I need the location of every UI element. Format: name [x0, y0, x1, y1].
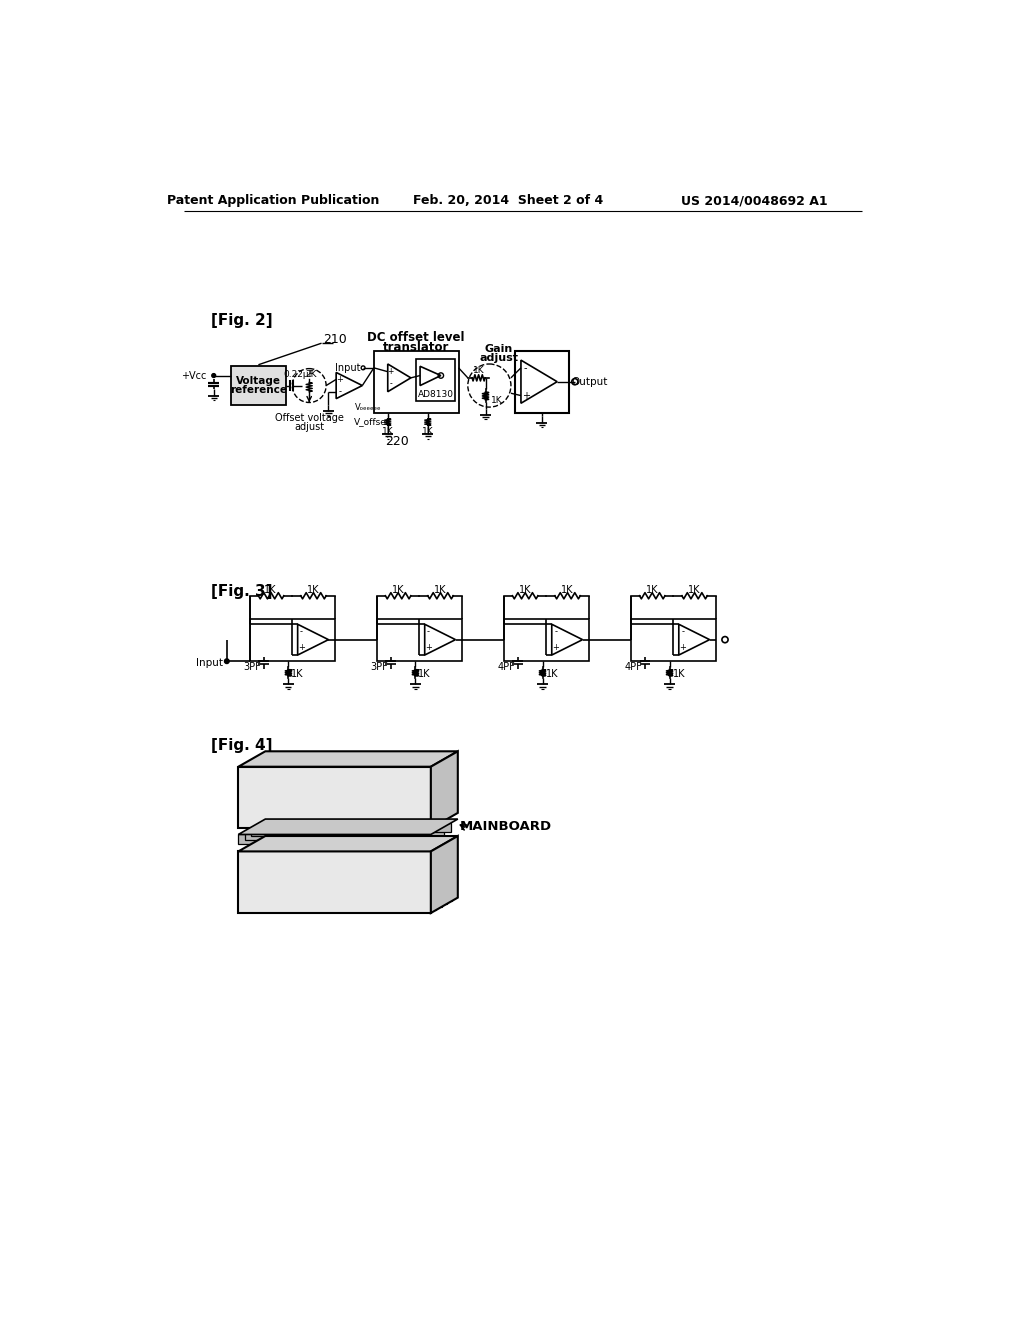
Text: 1K: 1K	[434, 585, 446, 594]
Polygon shape	[249, 845, 441, 907]
Text: Voltage: Voltage	[236, 376, 281, 385]
Bar	[504, 619, 589, 661]
Text: -: -	[389, 380, 392, 388]
Text: Gain: Gain	[484, 343, 513, 354]
Text: 1K: 1K	[645, 585, 658, 594]
Text: +: +	[298, 643, 305, 652]
Text: V_offset: V_offset	[354, 417, 390, 426]
Polygon shape	[239, 767, 431, 829]
Text: 4PF: 4PF	[498, 663, 515, 672]
Text: 3PF: 3PF	[244, 663, 261, 672]
Polygon shape	[239, 818, 458, 834]
Text: DEVICE 5: DEVICE 5	[263, 869, 406, 896]
Text: 1K: 1K	[561, 585, 573, 594]
Bar	[515, 351, 568, 413]
Polygon shape	[244, 849, 436, 909]
Polygon shape	[239, 751, 458, 767]
Text: adjust: adjust	[294, 422, 325, 432]
Text: Input: Input	[335, 363, 360, 372]
Text: +: +	[521, 391, 529, 400]
Text: [Fig. 4]: [Fig. 4]	[212, 738, 273, 754]
Polygon shape	[245, 830, 437, 840]
Bar	[416, 359, 455, 401]
Text: -: -	[427, 627, 430, 636]
Polygon shape	[244, 763, 436, 825]
Polygon shape	[258, 822, 451, 832]
Polygon shape	[255, 842, 447, 904]
Text: -: -	[681, 627, 684, 636]
Text: 1K: 1K	[391, 585, 404, 594]
Text: 2K: 2K	[305, 371, 316, 379]
Polygon shape	[431, 751, 458, 829]
Text: 1K: 1K	[382, 428, 393, 436]
Text: 220: 220	[385, 436, 409, 449]
Text: AD8130: AD8130	[418, 391, 454, 399]
Text: DEVICE 1: DEVICE 1	[264, 784, 406, 812]
Bar	[374, 351, 459, 413]
Polygon shape	[255, 758, 447, 818]
Text: +: +	[388, 367, 394, 376]
Polygon shape	[249, 760, 441, 822]
Text: 210: 210	[324, 333, 347, 346]
Text: -: -	[554, 627, 557, 636]
Text: 1K: 1K	[419, 668, 431, 678]
Text: MAINBOARD: MAINBOARD	[460, 820, 552, 833]
Text: Input: Input	[197, 657, 223, 668]
Text: adjust: adjust	[479, 352, 518, 363]
Text: Patent Application Publication: Patent Application Publication	[167, 194, 379, 207]
Polygon shape	[239, 834, 431, 843]
Polygon shape	[260, 840, 453, 900]
Text: Vₒₑₑₑₑₑ: Vₒₑₑₑₑₑ	[355, 403, 382, 412]
Circle shape	[224, 659, 229, 664]
Text: +: +	[552, 643, 559, 652]
Text: 4PF: 4PF	[625, 663, 642, 672]
Polygon shape	[239, 836, 458, 851]
Text: Feb. 20, 2014  Sheet 2 of 4: Feb. 20, 2014 Sheet 2 of 4	[413, 194, 603, 207]
Text: +: +	[337, 375, 343, 384]
Text: 1K: 1K	[518, 585, 531, 594]
Text: Offset voltage: Offset voltage	[274, 413, 344, 422]
Text: 1K: 1K	[492, 396, 503, 405]
Bar	[250, 619, 335, 661]
Text: US 2014/0048692 A1: US 2014/0048692 A1	[681, 194, 827, 207]
Bar	[631, 619, 716, 661]
Polygon shape	[239, 851, 431, 913]
Text: 0.22μF: 0.22μF	[284, 371, 314, 379]
Text: +Vcc: +Vcc	[180, 371, 206, 380]
Text: 1K: 1K	[546, 668, 558, 678]
Text: 1K: 1K	[473, 366, 484, 375]
Bar	[377, 619, 462, 661]
Text: [Fig. 2]: [Fig. 2]	[211, 313, 273, 327]
Bar	[230, 367, 286, 405]
Text: translator: translator	[383, 341, 450, 354]
Text: reference: reference	[229, 385, 287, 395]
Text: [Fig. 3]: [Fig. 3]	[212, 585, 273, 599]
Polygon shape	[431, 836, 458, 913]
Text: -: -	[524, 363, 527, 372]
Polygon shape	[252, 826, 444, 836]
Polygon shape	[260, 755, 453, 816]
Text: 1K: 1K	[422, 428, 433, 436]
Text: 1K: 1K	[264, 585, 276, 594]
Text: 1K: 1K	[292, 668, 304, 678]
Text: 1K: 1K	[673, 668, 685, 678]
Text: 1K: 1K	[307, 585, 319, 594]
Text: 3PF: 3PF	[371, 663, 388, 672]
Circle shape	[212, 374, 216, 378]
Text: -: -	[339, 387, 341, 396]
Text: +: +	[425, 643, 432, 652]
Text: DC offset level: DC offset level	[368, 330, 465, 343]
Text: Output: Output	[571, 376, 607, 387]
Text: +: +	[679, 643, 686, 652]
Text: 1K: 1K	[688, 585, 700, 594]
Text: -: -	[300, 627, 303, 636]
